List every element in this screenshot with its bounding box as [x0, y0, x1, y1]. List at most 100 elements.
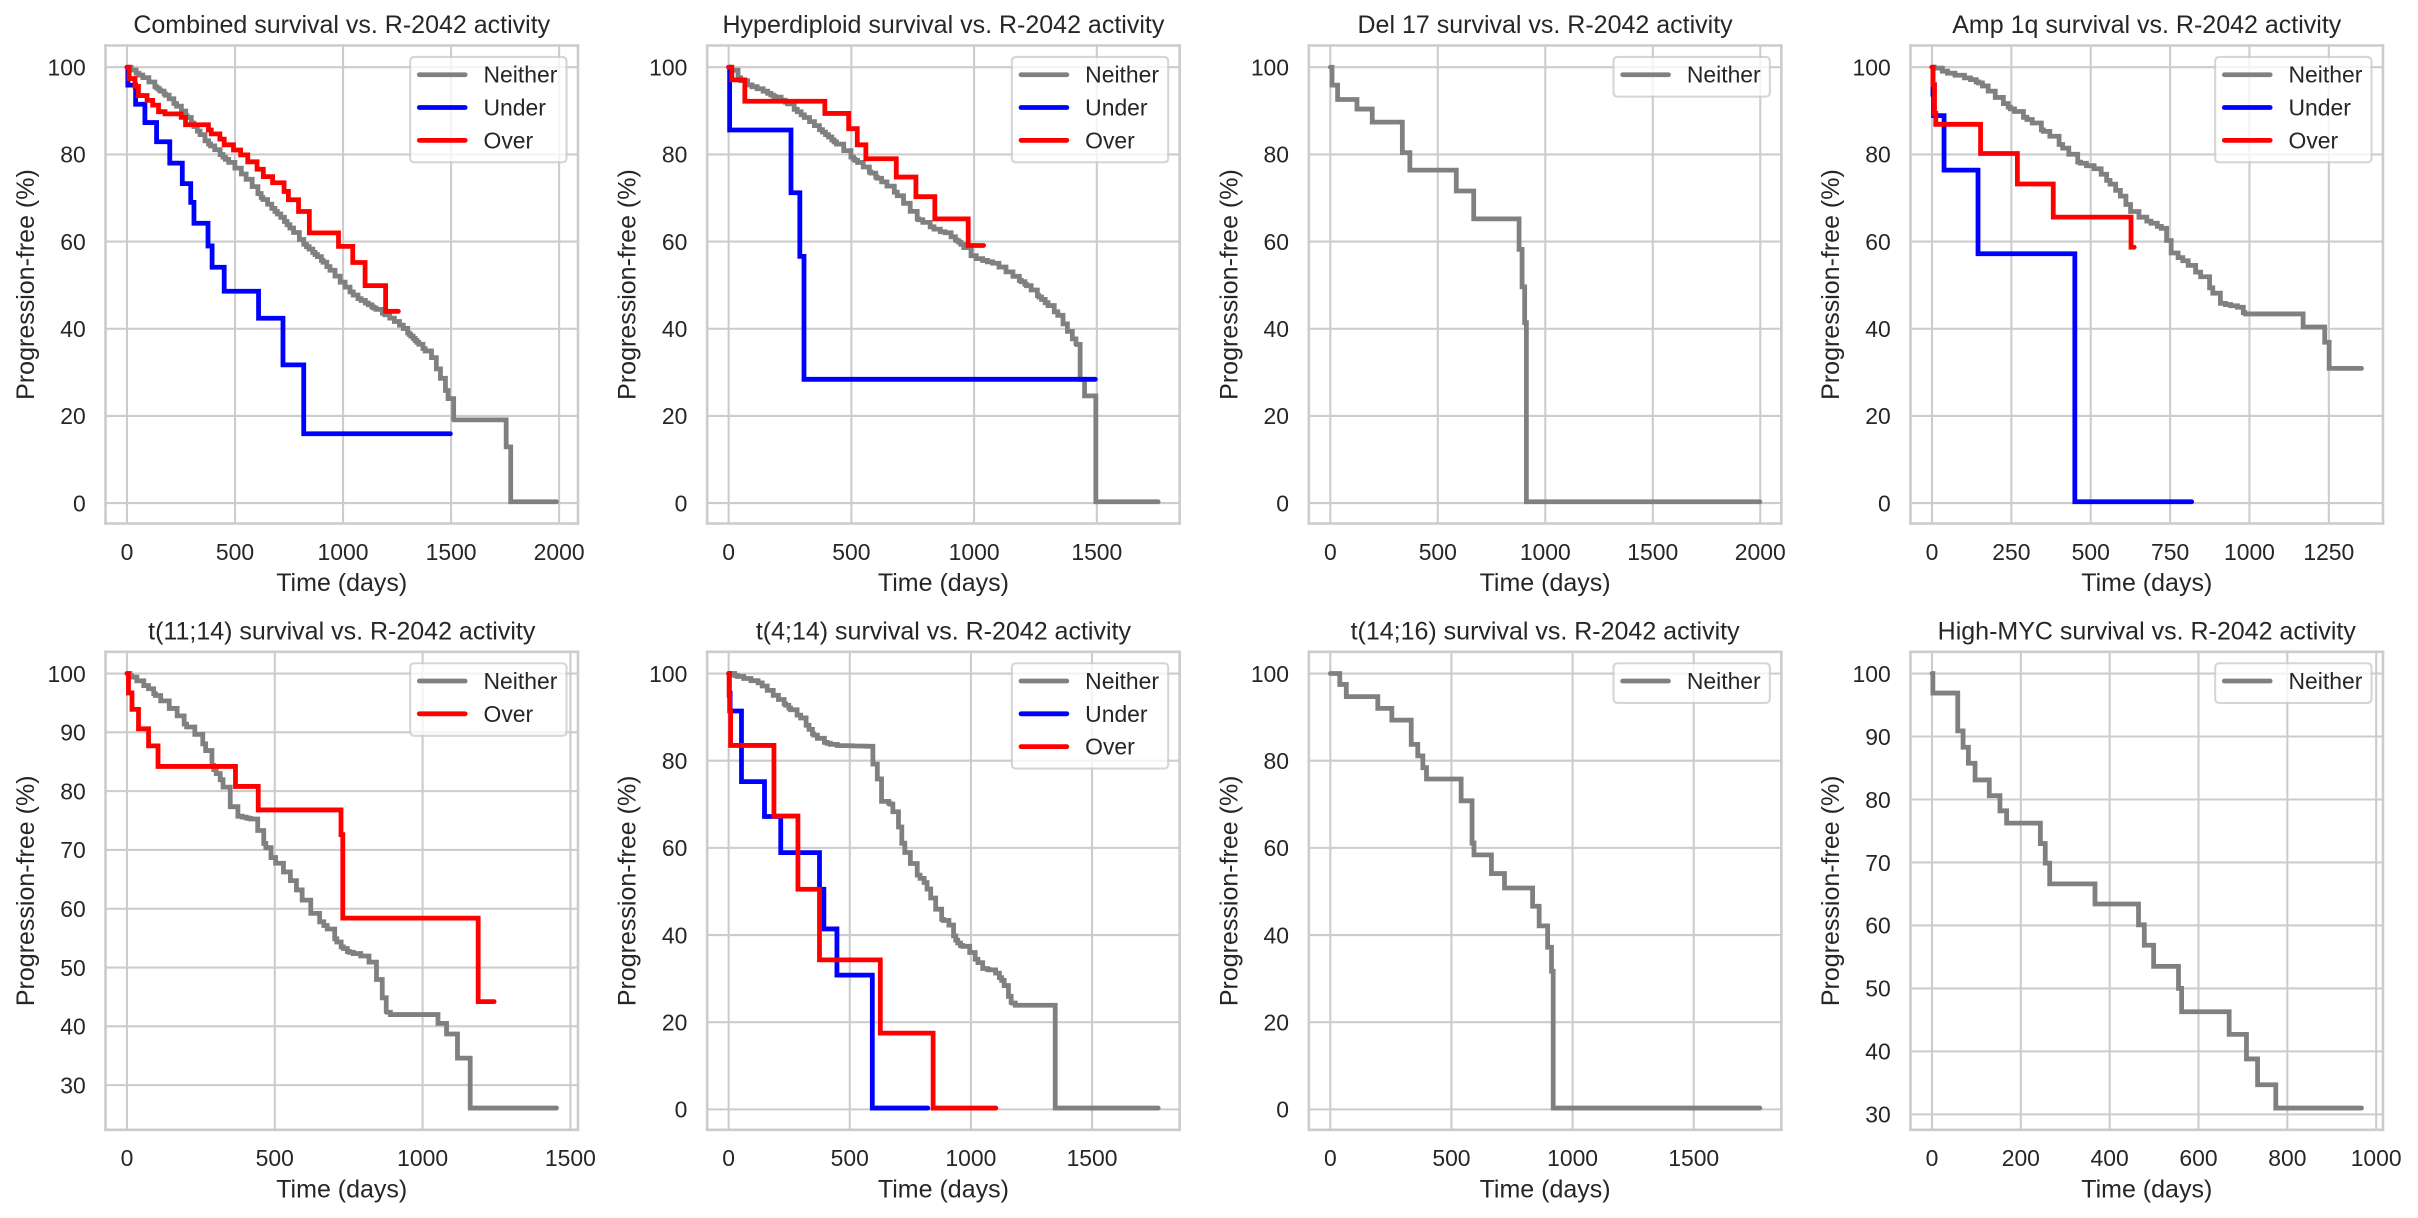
- svg-text:0: 0: [1324, 1145, 1337, 1171]
- svg-text:40: 40: [60, 1014, 85, 1040]
- svg-text:80: 80: [60, 778, 85, 804]
- svg-text:Time (days): Time (days): [2081, 1175, 2212, 1203]
- svg-text:200: 200: [2002, 1145, 2040, 1171]
- svg-text:0: 0: [1926, 539, 1939, 565]
- svg-text:0: 0: [675, 490, 688, 516]
- svg-text:Time (days): Time (days): [878, 1175, 1009, 1203]
- svg-text:20: 20: [662, 403, 687, 429]
- svg-text:1000: 1000: [949, 539, 1000, 565]
- svg-text:100: 100: [1852, 55, 1890, 81]
- svg-text:100: 100: [1852, 661, 1890, 687]
- svg-text:0: 0: [1926, 1145, 1939, 1171]
- svg-text:Time (days): Time (days): [2081, 569, 2212, 597]
- svg-text:2000: 2000: [1735, 539, 1786, 565]
- svg-text:500: 500: [1419, 539, 1457, 565]
- svg-text:60: 60: [1865, 229, 1890, 255]
- svg-text:t(4;14) survival vs. R-2042 ac: t(4;14) survival vs. R-2042 activity: [756, 617, 1132, 645]
- svg-text:1500: 1500: [545, 1145, 596, 1171]
- svg-text:0: 0: [1276, 490, 1289, 516]
- svg-text:Progression-free (%): Progression-free (%): [614, 169, 642, 400]
- svg-text:Under: Under: [2289, 95, 2352, 121]
- svg-text:800: 800: [2268, 1145, 2306, 1171]
- svg-text:Neither: Neither: [2289, 62, 2363, 88]
- svg-text:2000: 2000: [534, 539, 585, 565]
- svg-text:Progression-free (%): Progression-free (%): [1817, 169, 1845, 400]
- svg-text:Del 17 survival vs. R-2042 act: Del 17 survival vs. R-2042 activity: [1358, 11, 1734, 39]
- svg-text:600: 600: [2179, 1145, 2217, 1171]
- svg-text:Progression-free (%): Progression-free (%): [12, 169, 40, 400]
- svg-text:Under: Under: [1085, 95, 1148, 121]
- svg-text:0: 0: [1878, 490, 1891, 516]
- svg-text:0: 0: [73, 490, 86, 516]
- svg-text:70: 70: [60, 837, 85, 863]
- svg-text:80: 80: [662, 748, 687, 774]
- svg-text:1500: 1500: [1071, 539, 1122, 565]
- svg-text:0: 0: [722, 539, 735, 565]
- svg-text:50: 50: [60, 955, 85, 981]
- svg-text:Over: Over: [2289, 127, 2339, 153]
- svg-text:0: 0: [1324, 539, 1337, 565]
- svg-text:750: 750: [2151, 539, 2189, 565]
- svg-text:0: 0: [121, 539, 134, 565]
- svg-text:Time (days): Time (days): [276, 1175, 407, 1203]
- svg-text:500: 500: [1432, 1145, 1470, 1171]
- svg-text:60: 60: [662, 835, 687, 861]
- svg-text:Progression-free (%): Progression-free (%): [614, 775, 642, 1006]
- svg-text:100: 100: [1251, 661, 1289, 687]
- svg-text:1500: 1500: [1627, 539, 1678, 565]
- svg-text:Under: Under: [1085, 701, 1148, 727]
- svg-text:t(11;14) survival vs. R-2042 a: t(11;14) survival vs. R-2042 activity: [148, 617, 536, 645]
- svg-text:Neither: Neither: [1687, 668, 1761, 694]
- svg-text:20: 20: [60, 403, 85, 429]
- svg-text:20: 20: [1264, 403, 1289, 429]
- svg-text:Under: Under: [484, 95, 547, 121]
- svg-text:90: 90: [60, 720, 85, 746]
- svg-text:100: 100: [47, 661, 85, 687]
- svg-text:1000: 1000: [2351, 1145, 2402, 1171]
- svg-text:100: 100: [1251, 55, 1289, 81]
- svg-text:1000: 1000: [318, 539, 369, 565]
- svg-text:100: 100: [47, 55, 85, 81]
- svg-text:0: 0: [722, 1145, 735, 1171]
- svg-text:100: 100: [649, 661, 687, 687]
- svg-text:40: 40: [1865, 316, 1890, 342]
- svg-text:Time (days): Time (days): [1480, 1175, 1611, 1203]
- svg-text:40: 40: [662, 316, 687, 342]
- svg-text:80: 80: [1264, 142, 1289, 168]
- svg-text:60: 60: [662, 229, 687, 255]
- svg-text:Over: Over: [1085, 734, 1135, 760]
- svg-text:80: 80: [662, 142, 687, 168]
- svg-text:40: 40: [662, 922, 687, 948]
- svg-text:40: 40: [1264, 922, 1289, 948]
- svg-text:30: 30: [1865, 1102, 1890, 1128]
- svg-text:30: 30: [60, 1072, 85, 1098]
- svg-text:100: 100: [649, 55, 687, 81]
- svg-text:Over: Over: [484, 127, 534, 153]
- svg-text:80: 80: [1865, 787, 1890, 813]
- svg-text:High-MYC survival vs. R-2042 a: High-MYC survival vs. R-2042 activity: [1938, 617, 2357, 645]
- svg-text:Progression-free (%): Progression-free (%): [1215, 169, 1243, 400]
- svg-text:60: 60: [1865, 913, 1890, 939]
- svg-text:Over: Over: [484, 701, 534, 727]
- svg-text:50: 50: [1865, 976, 1890, 1002]
- svg-text:Neither: Neither: [2289, 668, 2363, 694]
- svg-text:60: 60: [1264, 229, 1289, 255]
- svg-text:40: 40: [60, 316, 85, 342]
- svg-text:1000: 1000: [945, 1145, 996, 1171]
- svg-text:500: 500: [831, 1145, 869, 1171]
- svg-text:250: 250: [1992, 539, 2030, 565]
- svg-text:Neither: Neither: [1085, 668, 1159, 694]
- svg-text:Progression-free (%): Progression-free (%): [12, 775, 40, 1006]
- svg-text:1250: 1250: [2303, 539, 2354, 565]
- svg-text:80: 80: [60, 142, 85, 168]
- svg-text:60: 60: [1264, 835, 1289, 861]
- svg-text:1000: 1000: [397, 1145, 448, 1171]
- svg-text:Time (days): Time (days): [878, 569, 1009, 597]
- svg-text:Neither: Neither: [484, 62, 558, 88]
- svg-text:1500: 1500: [1668, 1145, 1719, 1171]
- svg-text:40: 40: [1865, 1039, 1890, 1065]
- svg-text:Amp 1q survival vs. R-2042 act: Amp 1q survival vs. R-2042 activity: [1952, 11, 2342, 39]
- svg-text:Neither: Neither: [1687, 62, 1761, 88]
- svg-text:Neither: Neither: [1085, 62, 1159, 88]
- svg-text:Combined survival vs. R-2042 a: Combined survival vs. R-2042 activity: [133, 11, 550, 39]
